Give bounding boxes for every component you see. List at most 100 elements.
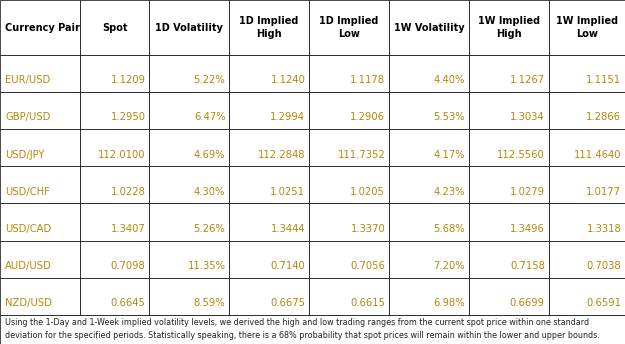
Text: 1.1240: 1.1240 <box>271 75 305 85</box>
Bar <box>0 0 80 55</box>
Bar <box>389 166 469 203</box>
Text: Currency Pair: Currency Pair <box>5 23 80 33</box>
Bar <box>309 55 389 92</box>
Bar <box>0 278 80 315</box>
Bar <box>80 240 149 278</box>
Text: 0.6645: 0.6645 <box>111 298 146 308</box>
Bar <box>149 278 229 315</box>
Bar <box>549 129 625 166</box>
Text: 1.3034: 1.3034 <box>510 112 545 122</box>
Text: 111.4640: 111.4640 <box>574 150 621 160</box>
Bar <box>389 0 469 55</box>
Bar <box>309 166 389 203</box>
Text: 0.7038: 0.7038 <box>587 261 621 271</box>
Bar <box>389 129 469 166</box>
Bar <box>229 166 309 203</box>
Bar <box>309 92 389 129</box>
Bar <box>469 166 549 203</box>
Text: USD/JPY: USD/JPY <box>5 150 44 160</box>
Text: 0.7140: 0.7140 <box>271 261 305 271</box>
Text: 0.7098: 0.7098 <box>111 261 146 271</box>
Text: 1D Volatility: 1D Volatility <box>155 23 223 33</box>
Text: 5.26%: 5.26% <box>194 224 226 234</box>
Text: 7.20%: 7.20% <box>433 261 465 271</box>
Bar <box>80 55 149 92</box>
Bar <box>80 0 149 55</box>
Bar <box>229 129 309 166</box>
Text: 1.3496: 1.3496 <box>510 224 545 234</box>
Text: 4.40%: 4.40% <box>434 75 465 85</box>
Text: 1.3444: 1.3444 <box>271 224 305 234</box>
Bar <box>469 240 549 278</box>
Text: 1.2950: 1.2950 <box>111 112 146 122</box>
Bar <box>309 129 389 166</box>
Text: USD/CHF: USD/CHF <box>5 186 50 197</box>
Text: 1.3370: 1.3370 <box>351 224 385 234</box>
Bar <box>549 55 625 92</box>
Bar <box>149 92 229 129</box>
Bar <box>229 240 309 278</box>
Bar <box>309 203 389 240</box>
Bar <box>0 55 80 92</box>
Text: 111.7352: 111.7352 <box>338 150 385 160</box>
Text: 1.0228: 1.0228 <box>111 186 146 197</box>
Text: 1.0205: 1.0205 <box>350 186 385 197</box>
Text: USD/CAD: USD/CAD <box>5 224 51 234</box>
Text: Spot: Spot <box>102 23 127 33</box>
Bar <box>309 240 389 278</box>
Text: 5.53%: 5.53% <box>433 112 465 122</box>
Bar <box>149 166 229 203</box>
Text: 4.69%: 4.69% <box>194 150 226 160</box>
Text: 1.2994: 1.2994 <box>270 112 305 122</box>
Text: 1.2866: 1.2866 <box>586 112 621 122</box>
Bar <box>0 166 80 203</box>
Bar <box>549 0 625 55</box>
Text: 0.6675: 0.6675 <box>270 298 305 308</box>
Bar <box>549 240 625 278</box>
Bar <box>469 203 549 240</box>
Text: 0.6591: 0.6591 <box>586 298 621 308</box>
Text: 1.1178: 1.1178 <box>350 75 385 85</box>
Text: 0.7056: 0.7056 <box>350 261 385 271</box>
Bar <box>389 92 469 129</box>
Bar <box>149 240 229 278</box>
Text: 8.59%: 8.59% <box>194 298 226 308</box>
Bar <box>0 92 80 129</box>
Text: deviation for the specified periods. Statistically speaking, there is a 68% prob: deviation for the specified periods. Sta… <box>5 331 600 340</box>
Text: 6.47%: 6.47% <box>194 112 226 122</box>
Text: 1.0251: 1.0251 <box>270 186 305 197</box>
Text: EUR/USD: EUR/USD <box>5 75 50 85</box>
Text: 1D Implied
Low: 1D Implied Low <box>319 17 379 39</box>
Text: 0.7158: 0.7158 <box>510 261 545 271</box>
Bar <box>469 129 549 166</box>
Bar <box>549 278 625 315</box>
Text: 4.23%: 4.23% <box>434 186 465 197</box>
Text: 1.3407: 1.3407 <box>111 224 146 234</box>
Text: 1.2906: 1.2906 <box>350 112 385 122</box>
Bar <box>549 203 625 240</box>
Text: 1.0279: 1.0279 <box>510 186 545 197</box>
Bar <box>149 0 229 55</box>
Bar <box>0 315 625 344</box>
Text: 6.98%: 6.98% <box>433 298 465 308</box>
Bar <box>80 278 149 315</box>
Text: 0.6615: 0.6615 <box>350 298 385 308</box>
Bar <box>469 0 549 55</box>
Bar <box>0 203 80 240</box>
Text: 1D Implied
High: 1D Implied High <box>239 17 299 39</box>
Bar <box>309 0 389 55</box>
Bar <box>229 203 309 240</box>
Text: Using the 1-Day and 1-Week implied volatility levels, we derived the high and lo: Using the 1-Day and 1-Week implied volat… <box>5 319 589 327</box>
Bar <box>80 203 149 240</box>
Bar <box>389 240 469 278</box>
Text: 112.5560: 112.5560 <box>497 150 545 160</box>
Bar <box>549 92 625 129</box>
Text: 5.22%: 5.22% <box>194 75 226 85</box>
Bar <box>149 55 229 92</box>
Bar <box>149 129 229 166</box>
Bar <box>469 55 549 92</box>
Bar <box>80 129 149 166</box>
Text: 112.0100: 112.0100 <box>98 150 146 160</box>
Text: 11.35%: 11.35% <box>188 261 226 271</box>
Bar <box>549 166 625 203</box>
